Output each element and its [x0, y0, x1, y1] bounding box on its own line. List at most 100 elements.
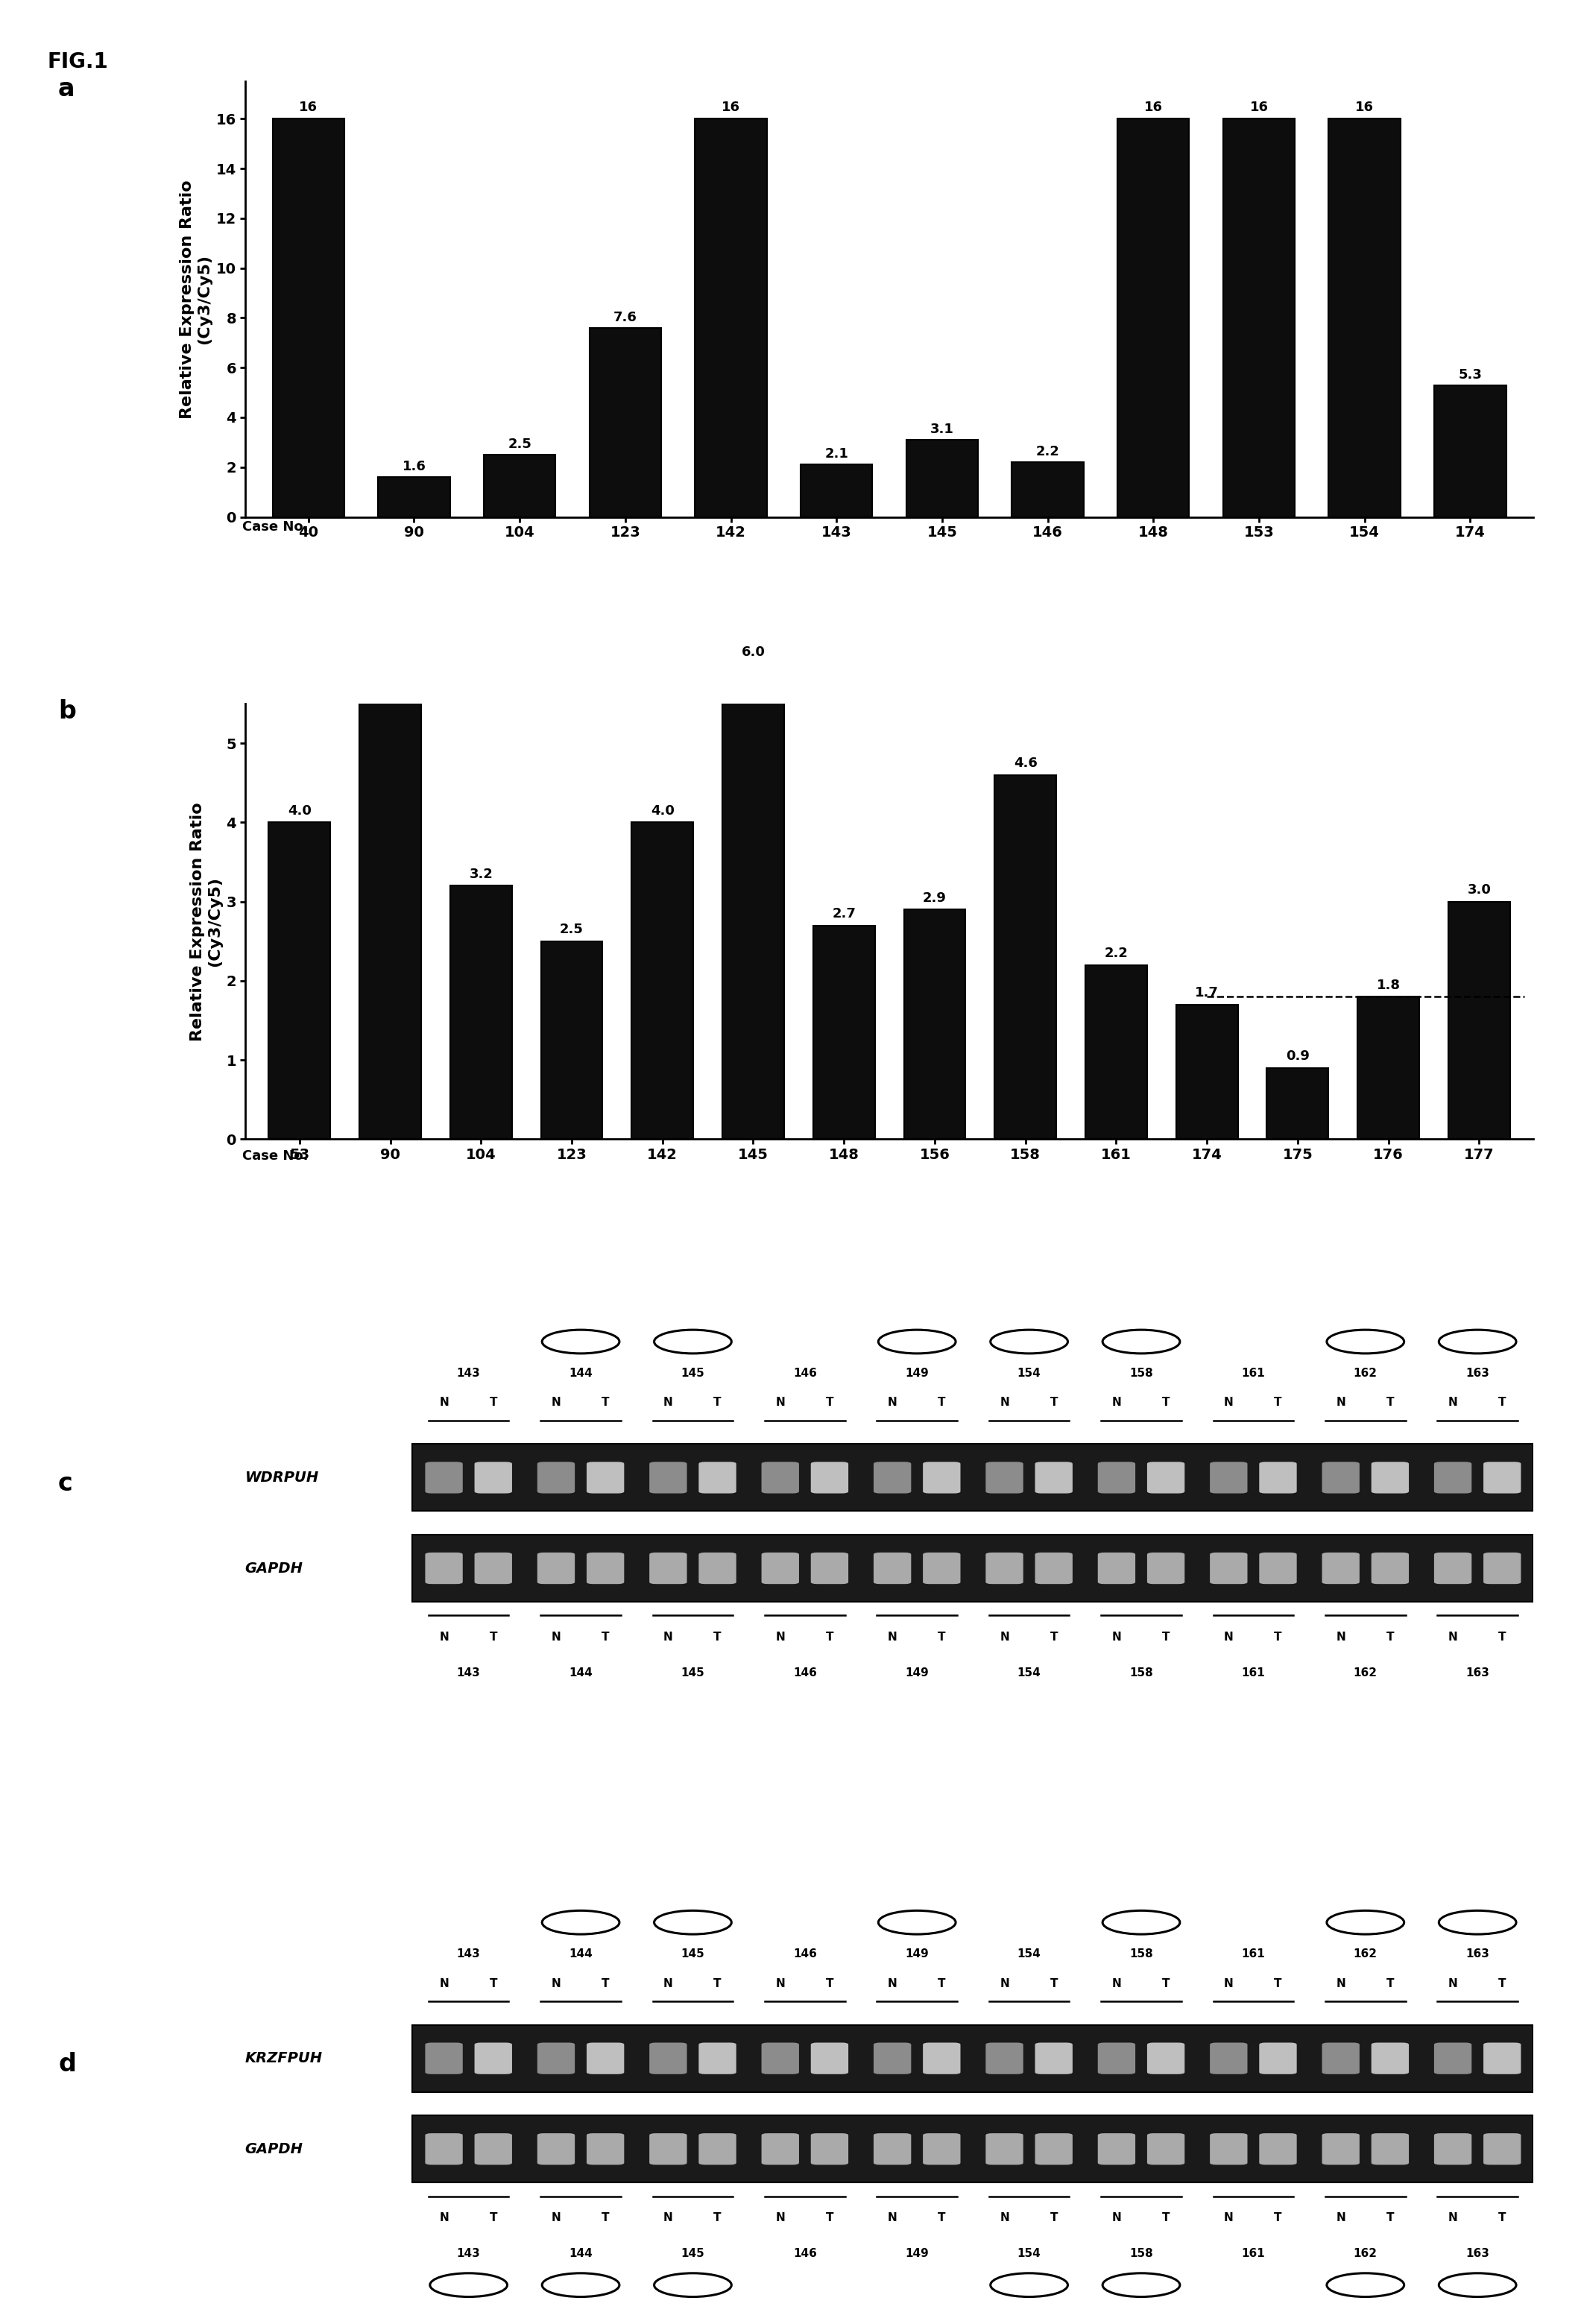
Text: T: T: [938, 2212, 945, 2224]
Text: T: T: [1050, 1631, 1058, 1643]
Bar: [1434, 386, 1507, 516]
FancyBboxPatch shape: [699, 1552, 737, 1585]
Text: T: T: [1162, 1978, 1170, 1989]
FancyBboxPatch shape: [762, 2133, 798, 2164]
FancyBboxPatch shape: [587, 2133, 624, 2164]
Bar: [541, 941, 602, 1139]
FancyBboxPatch shape: [538, 2043, 575, 2073]
FancyBboxPatch shape: [874, 2133, 911, 2164]
Text: N: N: [999, 2212, 1009, 2224]
Text: 161: 161: [1241, 2247, 1265, 2259]
Text: 161: 161: [1241, 1367, 1265, 1378]
FancyBboxPatch shape: [762, 1462, 798, 1494]
Text: T: T: [825, 1397, 833, 1408]
Bar: [1358, 997, 1420, 1139]
Bar: [1118, 119, 1189, 516]
FancyBboxPatch shape: [1209, 2133, 1247, 2164]
Text: 145: 145: [681, 1948, 705, 1959]
FancyBboxPatch shape: [699, 1462, 737, 1494]
Text: N: N: [776, 2212, 786, 2224]
FancyBboxPatch shape: [425, 1552, 463, 1585]
Text: N: N: [440, 2212, 449, 2224]
Text: 1.8: 1.8: [1377, 978, 1401, 992]
FancyBboxPatch shape: [650, 1552, 686, 1585]
Text: 2.5: 2.5: [508, 437, 531, 451]
Bar: [994, 774, 1056, 1139]
Text: N: N: [999, 1397, 1009, 1408]
Text: 158: 158: [1129, 1948, 1153, 1959]
Text: 4.6: 4.6: [1013, 758, 1037, 769]
Text: 144: 144: [569, 1948, 593, 1959]
Bar: [1012, 462, 1083, 516]
FancyBboxPatch shape: [1097, 2043, 1135, 2073]
FancyBboxPatch shape: [1322, 2043, 1360, 2073]
Text: 143: 143: [457, 1948, 481, 1959]
FancyBboxPatch shape: [699, 2043, 737, 2073]
Text: T: T: [490, 1978, 496, 1989]
Text: N: N: [552, 2212, 561, 2224]
Text: 154: 154: [1017, 1948, 1040, 1959]
Bar: [1085, 964, 1146, 1139]
Text: Case No.: Case No.: [242, 1150, 308, 1162]
FancyBboxPatch shape: [1371, 1462, 1409, 1494]
Text: 158: 158: [1129, 2247, 1153, 2259]
Text: N: N: [999, 1631, 1009, 1643]
FancyBboxPatch shape: [474, 1552, 512, 1585]
Text: c: c: [58, 1471, 73, 1497]
Text: FIG.1: FIG.1: [47, 51, 109, 72]
Bar: [378, 476, 451, 516]
Bar: [413, 2115, 1534, 2182]
FancyBboxPatch shape: [425, 2043, 463, 2073]
Text: 4.0: 4.0: [288, 804, 311, 818]
FancyBboxPatch shape: [923, 1462, 960, 1494]
Text: T: T: [938, 1631, 945, 1643]
FancyBboxPatch shape: [1148, 2133, 1184, 2164]
Text: T: T: [1162, 1631, 1170, 1643]
Text: 162: 162: [1353, 1948, 1377, 1959]
Text: T: T: [1050, 2212, 1058, 2224]
Text: N: N: [552, 1397, 561, 1408]
FancyBboxPatch shape: [811, 2133, 849, 2164]
Text: N: N: [552, 1631, 561, 1643]
Text: T: T: [713, 1978, 721, 1989]
Bar: [1176, 1004, 1238, 1139]
FancyBboxPatch shape: [425, 2133, 463, 2164]
Text: 5.3: 5.3: [1458, 367, 1481, 381]
Text: 1.6: 1.6: [402, 460, 425, 474]
Text: KRZFPUH: KRZFPUH: [245, 2052, 323, 2066]
Bar: [904, 909, 966, 1139]
FancyBboxPatch shape: [923, 2043, 960, 2073]
FancyBboxPatch shape: [1148, 1462, 1184, 1494]
Text: 7.6: 7.6: [613, 311, 637, 323]
FancyBboxPatch shape: [699, 2133, 737, 2164]
Text: 16: 16: [721, 100, 740, 114]
Text: N: N: [887, 1397, 896, 1408]
FancyBboxPatch shape: [1036, 2043, 1072, 2073]
Text: 2.9: 2.9: [923, 892, 947, 904]
Text: d: d: [58, 2052, 76, 2078]
FancyBboxPatch shape: [1434, 1552, 1472, 1585]
Text: 146: 146: [794, 1367, 817, 1378]
Text: N: N: [1224, 1978, 1233, 1989]
FancyBboxPatch shape: [1097, 2133, 1135, 2164]
Text: T: T: [825, 1631, 833, 1643]
FancyBboxPatch shape: [985, 2133, 1023, 2164]
Text: 3.2: 3.2: [470, 867, 493, 881]
Text: N: N: [1224, 2212, 1233, 2224]
FancyBboxPatch shape: [538, 2133, 575, 2164]
Text: WDRPUH: WDRPUH: [245, 1471, 319, 1485]
Text: T: T: [1499, 2212, 1507, 2224]
FancyBboxPatch shape: [1434, 2043, 1472, 2073]
Text: 163: 163: [1466, 2247, 1489, 2259]
Text: 0.9: 0.9: [1285, 1050, 1309, 1062]
FancyBboxPatch shape: [1097, 1462, 1135, 1494]
FancyBboxPatch shape: [1209, 1552, 1247, 1585]
FancyBboxPatch shape: [1209, 2043, 1247, 2073]
FancyBboxPatch shape: [874, 2043, 911, 2073]
Text: N: N: [664, 1631, 674, 1643]
FancyBboxPatch shape: [923, 2133, 960, 2164]
Y-axis label: Relative Expression Ratio
(Cy3/Cy5): Relative Expression Ratio (Cy3/Cy5): [180, 179, 212, 418]
Bar: [1224, 119, 1295, 516]
Text: N: N: [776, 1978, 786, 1989]
Bar: [451, 885, 512, 1139]
